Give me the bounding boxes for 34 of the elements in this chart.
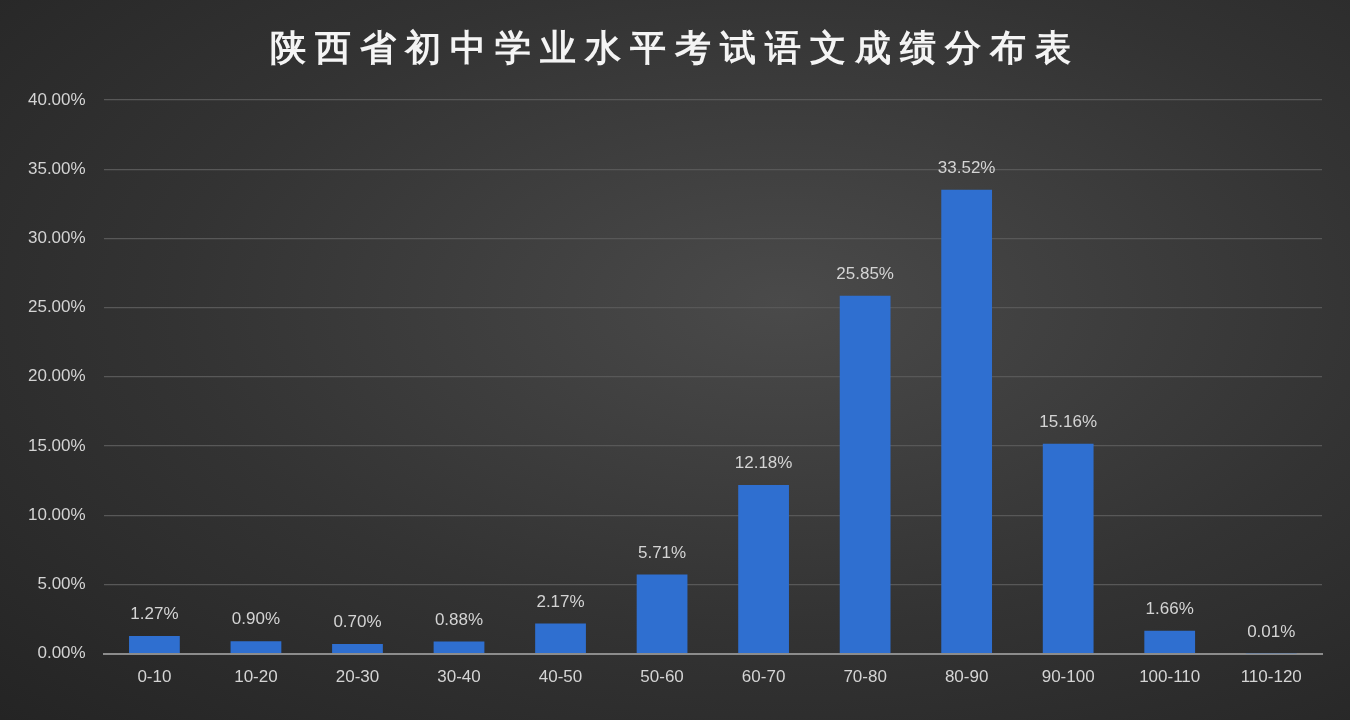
y-tick-label: 30.00% [27, 228, 86, 248]
x-tick-label: 20-30 [335, 667, 380, 687]
data-label: 1.27% [130, 604, 179, 624]
data-label: 25.85% [836, 264, 894, 284]
y-tick-label: 35.00% [27, 158, 86, 178]
x-tick-label: 40-50 [538, 667, 583, 687]
y-tick-label: 10.00% [27, 504, 86, 524]
x-tick-label: 80-90 [944, 667, 989, 687]
data-label: 15.16% [1039, 411, 1098, 431]
data-label: 0.01% [1247, 621, 1296, 641]
y-tick-label: 20.00% [27, 366, 86, 386]
chart-title: 陕西省初中学业水平考试语文成绩分布表 [269, 26, 1081, 70]
y-tick-label: 0.00% [37, 643, 86, 663]
x-tick-label: 0-10 [137, 667, 172, 687]
data-label: 33.52% [937, 157, 996, 177]
y-tick-label: 40.00% [27, 89, 86, 109]
x-tick-label: 90-100 [1041, 667, 1095, 687]
data-label: 0.90% [231, 609, 281, 629]
x-tick-label: 50-60 [640, 667, 684, 687]
x-tick-label: 70-80 [843, 667, 887, 687]
data-label: 0.70% [333, 612, 382, 632]
data-label: 12.18% [734, 453, 793, 473]
y-tick-label: 5.00% [37, 574, 86, 594]
data-label: 0.88% [434, 609, 484, 629]
x-tick-label: 30-40 [437, 667, 481, 687]
data-label: 2.17% [536, 591, 585, 611]
y-tick-label: 25.00% [27, 297, 86, 317]
y-tick-label: 15.00% [27, 435, 86, 455]
x-tick-label: 100-110 [1139, 667, 1201, 687]
x-tick-label: 110-120 [1240, 667, 1302, 687]
x-tick-label: 60-70 [741, 667, 786, 687]
data-label: 1.66% [1145, 598, 1194, 618]
x-tick-label: 10-20 [234, 667, 278, 687]
data-label: 5.71% [637, 542, 687, 562]
